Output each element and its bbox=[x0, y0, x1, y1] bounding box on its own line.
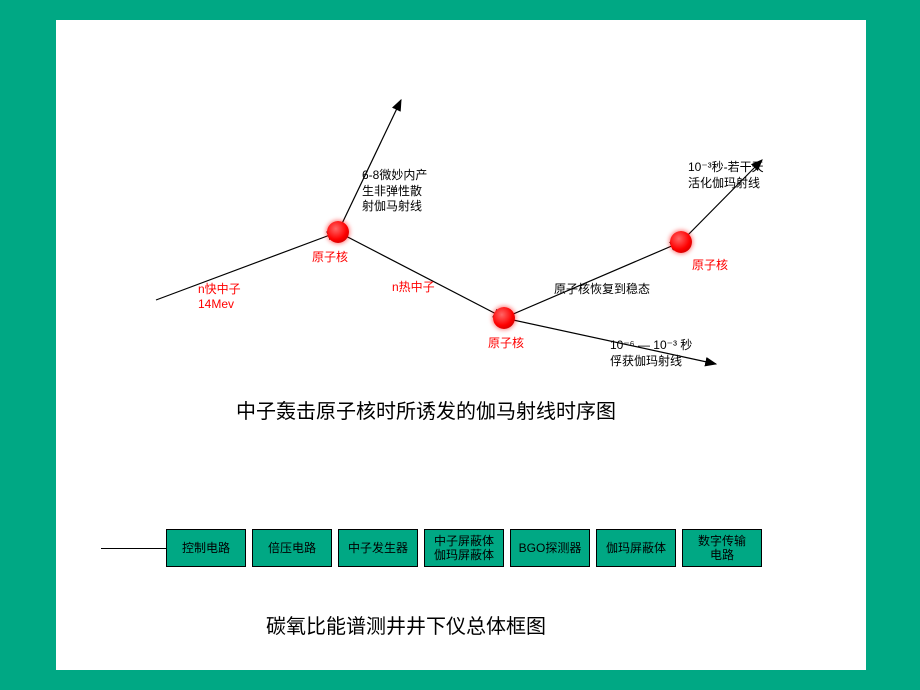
edge-label: n快中子14Mev bbox=[198, 280, 241, 311]
block-item: BGO探测器 bbox=[510, 529, 590, 567]
edge-line bbox=[504, 242, 681, 318]
block-diagram-row: 控制电路倍压电路中子发生器中子屏蔽体伽玛屏蔽体BGO探测器伽玛屏蔽体数字传输电路 bbox=[101, 529, 768, 567]
nucleus-label: 原子核 bbox=[312, 248, 348, 265]
block-item: 中子屏蔽体伽玛屏蔽体 bbox=[424, 529, 504, 567]
edge-line bbox=[338, 232, 504, 318]
block-diagram-title: 碳氧比能谱测井井下仪总体框图 bbox=[266, 610, 546, 639]
block-item: 中子发生器 bbox=[338, 529, 418, 567]
block-item: 数字传输电路 bbox=[682, 529, 762, 567]
nucleus-icon bbox=[327, 221, 349, 243]
block-item: 倍压电路 bbox=[252, 529, 332, 567]
diagram-title: 中子轰击原子核时所诱发的伽马射线时序图 bbox=[236, 395, 616, 424]
block-lead-line bbox=[101, 548, 166, 549]
nucleus-label: 原子核 bbox=[692, 256, 728, 273]
slide-canvas: 原子核原子核原子核n快中子14Mev6-8微妙内产生非弹性散射伽马射线n热中子原… bbox=[56, 20, 866, 670]
edge-label: n热中子 bbox=[392, 278, 435, 295]
nucleus-icon bbox=[493, 307, 515, 329]
reaction-diagram bbox=[56, 20, 866, 390]
edge-label: 6-8微妙内产生非弹性散射伽马射线 bbox=[362, 168, 427, 215]
edge-label: 10⁻⁶ — 10⁻³ 秒俘获伽玛射线 bbox=[610, 338, 692, 369]
nucleus-icon bbox=[670, 231, 692, 253]
edge-label: 10⁻³秒-若干天活化伽玛射线 bbox=[688, 160, 764, 191]
blocks-container: 控制电路倍压电路中子发生器中子屏蔽体伽玛屏蔽体BGO探测器伽玛屏蔽体数字传输电路 bbox=[166, 529, 768, 567]
edge-label: 原子核恢复到稳态 bbox=[554, 282, 650, 298]
block-item: 控制电路 bbox=[166, 529, 246, 567]
block-item: 伽玛屏蔽体 bbox=[596, 529, 676, 567]
edge-line bbox=[156, 232, 338, 300]
nucleus-label: 原子核 bbox=[488, 334, 524, 351]
